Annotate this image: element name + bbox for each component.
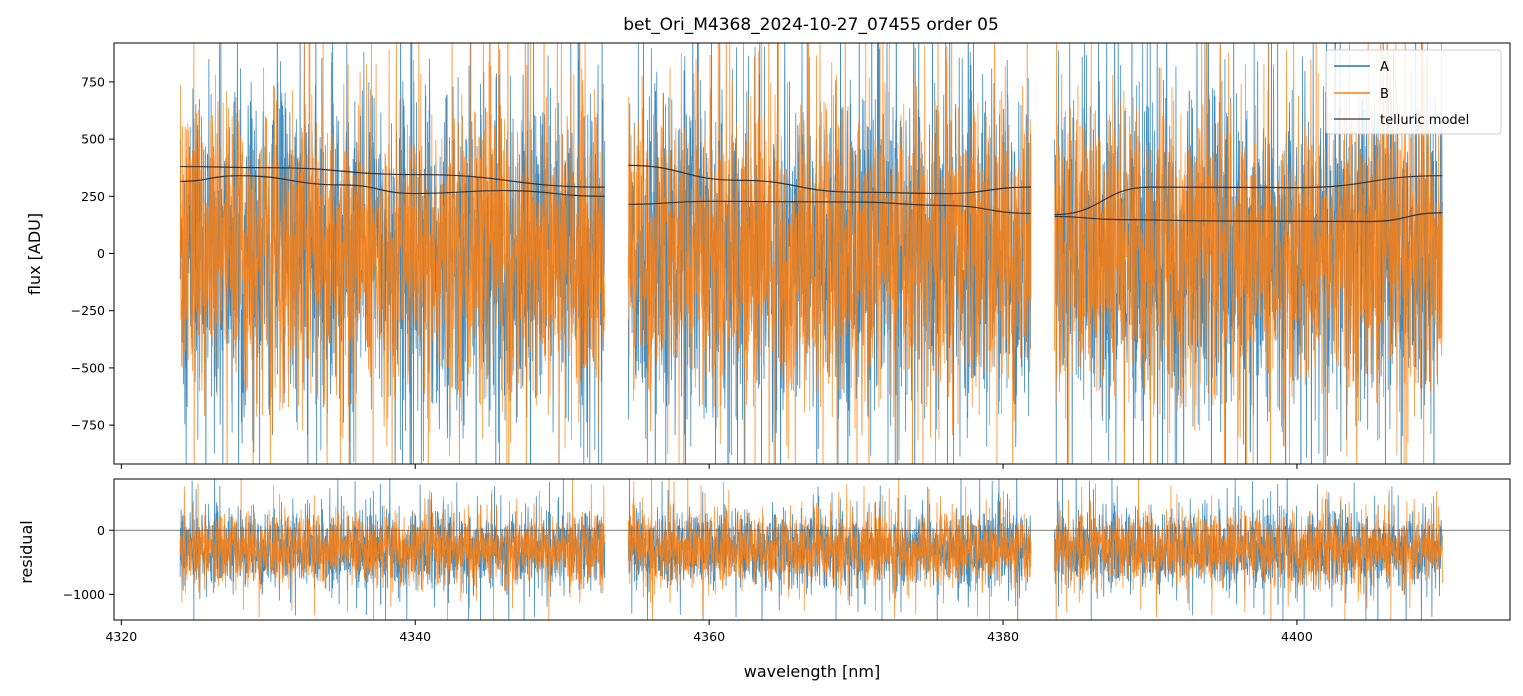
top-y-axis: −750 −500 −250 0 250 500 750 (71, 74, 114, 433)
y-tick-label--500: −500 (71, 360, 105, 375)
y-tick-label--1000: −1000 (63, 587, 105, 602)
x-tick-label-4320: 4320 (105, 629, 137, 644)
bottom-y-axis-label: residual (17, 520, 36, 583)
y-tick-label-0: 0 (97, 246, 105, 261)
y-tick-label--250: −250 (71, 303, 105, 318)
y-tick-label-500: 500 (81, 132, 105, 147)
x-tick-label-4400: 4400 (1281, 629, 1313, 644)
telluric-model-1-segment-0 (180, 175, 605, 197)
legend-label-b: B (1380, 87, 1389, 102)
legend: A B telluric model (1325, 49, 1502, 135)
bottom-panel-frame (113, 478, 1511, 621)
telluric-model-0-segment-0 (180, 165, 605, 188)
telluric-model-1-segment-2 (1054, 212, 1443, 223)
legend-label-telluric: telluric model (1380, 113, 1469, 128)
bottom-y-axis: −1000 0 (63, 523, 114, 602)
top-x-axis (120, 464, 1298, 469)
y-tick-label--750: −750 (71, 418, 105, 433)
x-axis-label: wavelength [nm] (744, 662, 881, 681)
top-y-axis-label: flux [ADU] (25, 213, 44, 295)
top-panel: −750 −500 −250 0 250 500 750 flux [ADU] A B te… (25, 42, 1511, 469)
bottom-x-axis: 4320 4340 4360 4380 4400 (105, 620, 1313, 644)
chart-title: bet_Ori_M4368_2024-10-27_07455 order 05 (623, 15, 999, 35)
legend-box (1325, 49, 1502, 135)
y-tick-label-0: 0 (97, 523, 105, 538)
x-tick-label-4340: 4340 (399, 629, 431, 644)
telluric-model-0-segment-1 (628, 164, 1031, 195)
bottom-panel-data (114, 479, 1510, 620)
series-b-segment-1 (627, 43, 1032, 464)
y-tick-label-250: 250 (81, 189, 105, 204)
y-tick-label-750: 750 (81, 74, 105, 89)
series-b-segment-2 (1054, 43, 1443, 464)
telluric-model-1-segment-1 (628, 200, 1031, 215)
residual-b-segment-2 (1054, 479, 1443, 620)
top-panel-data (179, 43, 1443, 464)
x-tick-label-4360: 4360 (693, 629, 725, 644)
residual-b-segment-0 (179, 479, 606, 620)
series-b-segment-0 (179, 43, 606, 464)
legend-label-a: A (1380, 60, 1389, 75)
telluric-model-0-segment-2 (1054, 175, 1443, 216)
x-tick-label-4380: 4380 (987, 629, 1019, 644)
residual-b-segment-1 (627, 479, 1032, 620)
bottom-panel: −1000 0 4320 4340 4360 4380 4400 residual wav… (17, 478, 1511, 681)
